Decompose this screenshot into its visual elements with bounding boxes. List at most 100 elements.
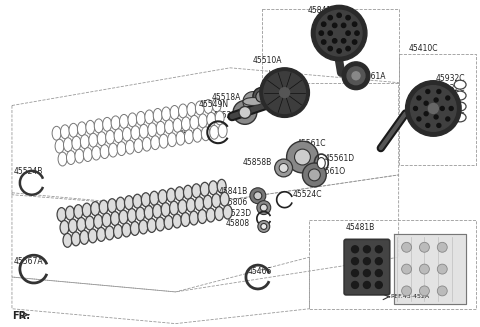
Ellipse shape [253,88,269,106]
Ellipse shape [116,197,125,211]
Ellipse shape [179,104,188,118]
Ellipse shape [156,217,165,231]
Text: 45561D: 45561D [324,154,354,163]
Ellipse shape [145,110,154,124]
Text: 45808: 45808 [226,219,250,228]
Text: 45561C: 45561C [297,139,326,148]
Ellipse shape [99,200,108,214]
Ellipse shape [162,107,170,121]
Circle shape [375,258,382,265]
Ellipse shape [55,139,64,153]
Circle shape [287,141,318,173]
Ellipse shape [220,192,229,206]
Text: 1601DE: 1601DE [422,93,452,102]
Circle shape [420,264,430,274]
Ellipse shape [164,215,173,230]
Ellipse shape [193,128,202,142]
Circle shape [351,258,359,265]
Ellipse shape [89,133,98,147]
Circle shape [243,92,263,112]
Text: 45841B: 45841B [307,6,336,21]
Circle shape [337,49,341,53]
Text: 45481B: 45481B [346,223,375,232]
Ellipse shape [217,180,226,193]
Ellipse shape [102,213,111,227]
Ellipse shape [131,126,140,140]
Ellipse shape [97,132,106,146]
Ellipse shape [151,136,160,150]
Circle shape [375,246,382,253]
Circle shape [322,22,326,26]
Ellipse shape [84,147,92,162]
Polygon shape [394,234,466,304]
Ellipse shape [134,139,143,153]
Text: 45523D: 45523D [178,130,208,139]
Ellipse shape [168,133,177,146]
Circle shape [260,68,310,117]
Ellipse shape [133,194,142,208]
Ellipse shape [178,200,187,214]
Ellipse shape [256,91,266,102]
Ellipse shape [97,228,106,241]
Ellipse shape [144,206,153,219]
Circle shape [437,242,447,252]
Circle shape [375,269,382,277]
Ellipse shape [110,212,120,226]
Text: 45524C: 45524C [292,190,322,199]
Ellipse shape [94,215,103,229]
Ellipse shape [218,124,227,138]
Text: 45466: 45466 [248,267,272,276]
Text: 45858B: 45858B [242,158,272,166]
Ellipse shape [201,127,210,141]
Circle shape [434,115,438,119]
Ellipse shape [215,111,224,125]
Circle shape [420,286,430,296]
Circle shape [426,124,430,128]
Ellipse shape [91,202,100,215]
Ellipse shape [167,188,176,202]
Ellipse shape [120,114,129,128]
Ellipse shape [108,143,118,157]
Text: 45932C: 45932C [435,74,465,83]
Ellipse shape [173,214,181,228]
Ellipse shape [147,218,156,232]
Ellipse shape [63,233,72,247]
Ellipse shape [103,117,112,131]
Ellipse shape [212,98,221,112]
Ellipse shape [209,181,218,195]
Circle shape [352,72,360,80]
Circle shape [302,163,326,187]
Circle shape [346,46,350,51]
Circle shape [257,201,271,215]
Ellipse shape [204,195,212,209]
Circle shape [264,72,305,113]
Ellipse shape [139,124,148,138]
Ellipse shape [143,137,151,151]
Ellipse shape [88,229,97,243]
Circle shape [424,112,428,116]
Circle shape [402,264,411,274]
Ellipse shape [72,136,81,150]
Circle shape [316,10,362,56]
Ellipse shape [67,151,75,164]
Ellipse shape [181,213,190,227]
Circle shape [342,62,370,90]
Ellipse shape [111,116,120,130]
Ellipse shape [77,217,86,232]
Circle shape [341,23,346,27]
Ellipse shape [57,208,66,221]
Ellipse shape [139,220,148,234]
Circle shape [375,282,382,288]
Circle shape [261,223,267,230]
Ellipse shape [161,203,170,216]
Circle shape [280,88,289,97]
Circle shape [275,159,292,177]
Ellipse shape [243,97,263,106]
Ellipse shape [212,194,221,208]
Text: 45549N: 45549N [199,100,229,109]
Ellipse shape [106,130,115,144]
Ellipse shape [159,134,168,148]
Circle shape [446,117,450,121]
Circle shape [363,258,371,265]
Ellipse shape [128,209,136,222]
